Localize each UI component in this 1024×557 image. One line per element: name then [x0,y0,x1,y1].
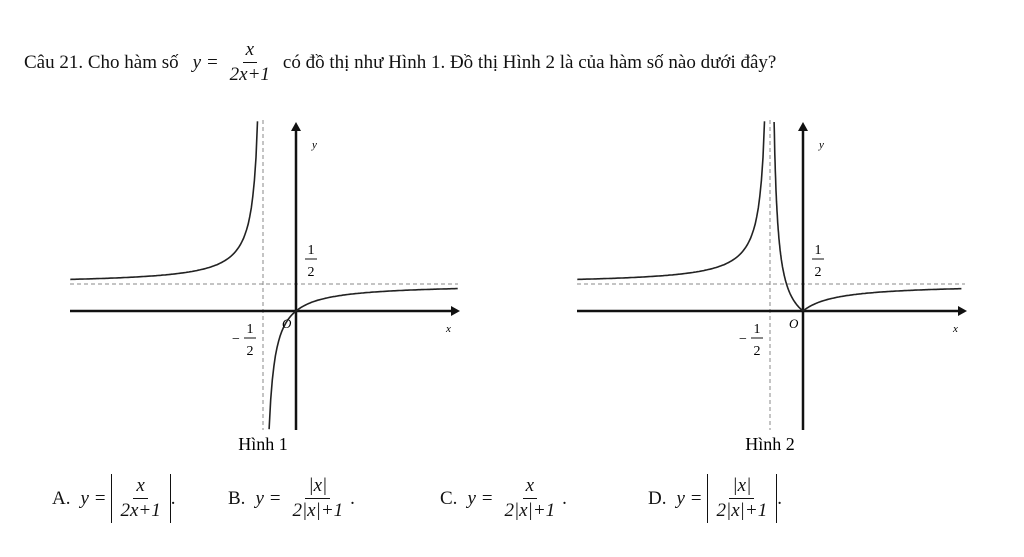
option: D. y = |x| 2|x|+1. [648,474,782,523]
fraction: |x| 2|x|+1 [714,474,771,523]
option-label: A. [52,487,71,509]
origin: O [282,316,292,331]
numerator: x [133,474,148,499]
curve [802,287,962,312]
arrow [958,306,967,316]
arrow [798,122,808,131]
option-lhs: y = [467,487,494,509]
option-end: . [562,487,567,509]
option: B. y = |x| 2|x|+1. [228,474,355,523]
option-end: . [777,487,782,509]
half-num: 1 [308,243,315,258]
option-end: . [170,487,176,509]
absolute-value: x 2x+1 [110,474,171,523]
neg-sign: − [232,332,240,347]
absolute-value: |x| 2|x|+1 [706,474,778,523]
option-label: C. [440,487,458,509]
origin: O [789,316,799,331]
numerator: x [242,38,257,63]
formula-lhs: y = [192,51,219,73]
denominator: 2|x|+1 [504,500,556,521]
caption: Hình 1 [238,434,288,454]
fraction: |x| 2|x|+1 [289,474,346,523]
denominator: 2x+1 [229,64,270,85]
curve [268,287,458,430]
arrow [291,122,301,131]
caption: Hình 2 [745,434,795,454]
option: C. y = x 2|x|+1. [440,474,567,523]
question-text: có đồ thị như Hình 1. Đồ thị Hình 2 là c… [282,51,777,73]
curve [773,121,804,312]
neg-num: 1 [754,322,761,337]
fraction: x 2|x|+1 [501,474,558,523]
option-label: D. [648,487,667,509]
option-label: B. [228,487,246,509]
neg-den: 2 [247,344,254,359]
x-label: x [952,323,958,335]
option-lhs: y = [255,487,282,509]
arrow [451,306,460,316]
curve [577,121,766,281]
denominator: 2|x|+1 [292,500,344,521]
numerator: x [522,474,538,499]
fraction: x 2x+1 [227,38,273,87]
x-label: x [445,323,451,335]
option-lhs: y = [80,487,107,509]
half-den: 2 [815,265,822,280]
neg-num: 1 [247,322,254,337]
option-end: . [350,487,355,509]
numerator: |x| [729,474,755,499]
denominator: 2x+1 [120,500,161,521]
option-lhs: y = [676,487,703,509]
half-num: 1 [815,243,822,258]
neg-sign: − [739,332,747,347]
y-label: y [311,139,317,151]
half-den: 2 [308,265,315,280]
option: A. y = x 2x+1. [52,474,176,523]
y-label: y [818,139,824,151]
curve [70,121,259,281]
question-label: Câu 21. Cho hàm số [24,51,179,73]
fraction: x 2x+1 [118,474,164,523]
numerator: |x| [305,474,331,499]
question: Câu 21. Cho hàm số y = x 2x+1 có đồ thị n… [24,38,776,87]
neg-den: 2 [754,344,761,359]
denominator: 2|x|+1 [716,500,768,521]
